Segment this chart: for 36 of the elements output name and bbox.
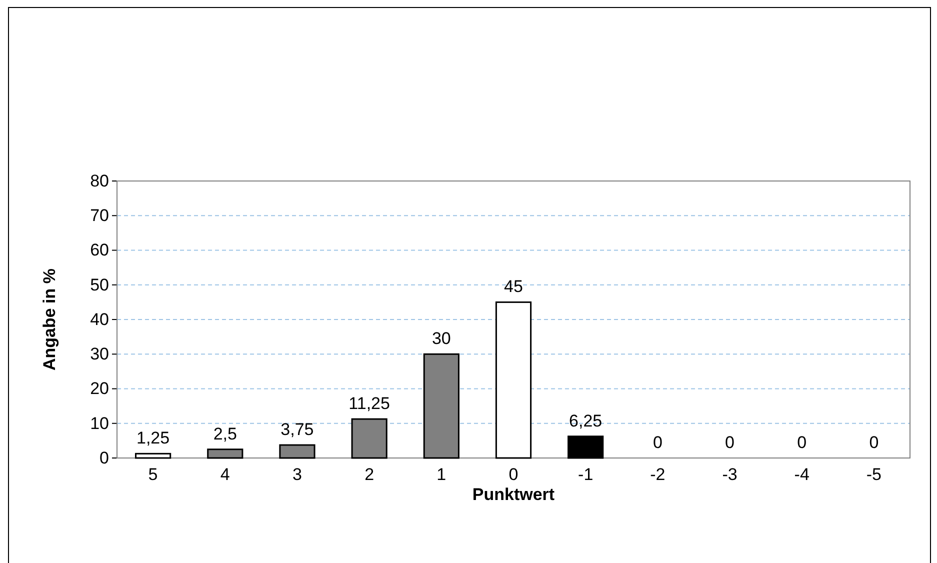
y-axis-title: Angabe in %: [40, 268, 59, 371]
x-tick-label: -4: [794, 465, 810, 484]
data-label: 6,25: [569, 411, 602, 430]
x-tick-label: 0: [508, 465, 518, 484]
y-tick-label: 60: [90, 240, 109, 260]
y-tick-label: 20: [90, 379, 109, 398]
x-tick-label: 3: [292, 465, 302, 484]
data-label: 3,75: [280, 420, 314, 440]
data-label: 0: [652, 433, 662, 452]
bar: [134, 452, 172, 459]
x-tick-label: 4: [220, 465, 230, 484]
bar: [495, 301, 532, 459]
y-tick-label: 30: [90, 344, 109, 364]
data-label: 2,5: [213, 424, 237, 444]
data-label: 45: [504, 277, 523, 296]
y-tick-label: 80: [90, 171, 109, 190]
bar: [568, 436, 604, 459]
data-label: 1,25: [136, 428, 170, 448]
x-tick-label: -3: [722, 465, 738, 484]
data-label: 0: [725, 433, 735, 452]
x-tick-label: 2: [364, 465, 374, 484]
data-label: 11,25: [348, 394, 390, 414]
y-tick-label: 40: [90, 310, 109, 329]
y-tick-label: 10: [90, 414, 109, 433]
y-tick-label: 50: [90, 275, 109, 294]
x-axis-title: Punktwert: [472, 485, 555, 504]
x-tick-label: 1: [436, 465, 446, 484]
data-label: 0: [869, 433, 879, 452]
x-tick-label: -1: [578, 465, 594, 484]
x-tick-label: -2: [650, 465, 666, 484]
x-tick-label: 5: [148, 465, 158, 484]
x-tick-label: -5: [866, 465, 882, 484]
y-tick-label: 0: [100, 448, 109, 468]
data-label: 0: [797, 433, 807, 452]
y-tick-label: 70: [90, 206, 109, 226]
data-label: 30: [432, 329, 451, 348]
